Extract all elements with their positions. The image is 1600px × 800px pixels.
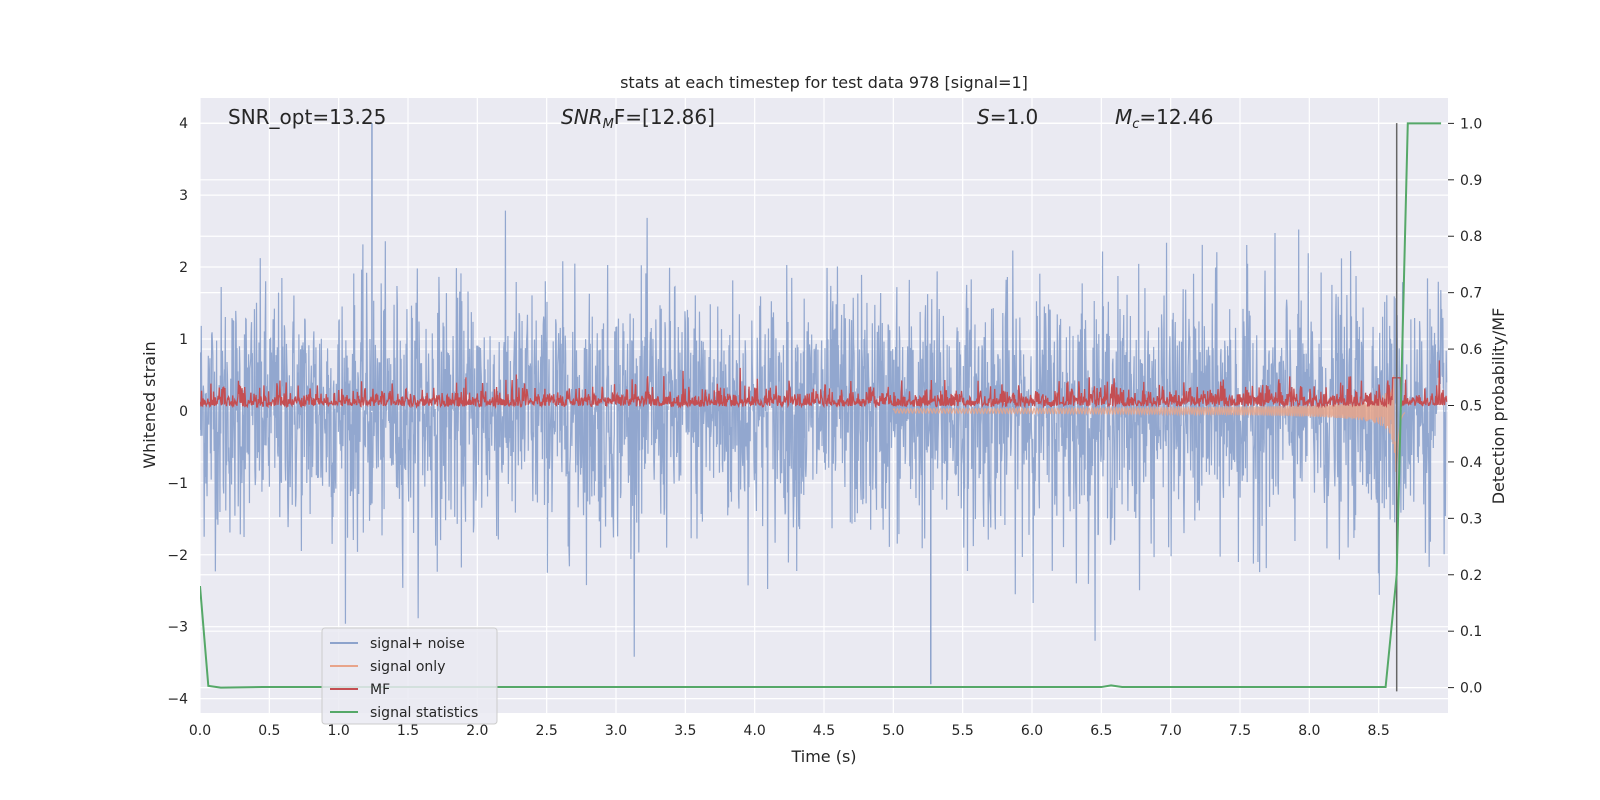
legend: signal+ noise signal only MF signal statist…	[321, 627, 498, 725]
legend-label: signal only	[370, 659, 445, 675]
legend-box	[321, 627, 498, 725]
annotation-snr-opt: SNR_opt=13.25	[228, 105, 386, 129]
x-tick-label: 0.5	[258, 723, 280, 739]
y-right-tick-label: 0.6	[1460, 342, 1482, 358]
annotation-snr-mf-main: SNR	[561, 105, 603, 129]
x-axis-label: Time (s)	[790, 747, 856, 766]
x-tick-label: 1.0	[328, 723, 350, 739]
annotation-snr-mf-tail: F=[12.86]	[614, 105, 715, 129]
y-axis-label: Whitened strain	[140, 341, 159, 468]
y-tick-label: −3	[167, 620, 188, 636]
x-tick-label: 0.0	[189, 723, 211, 739]
series-mf-line	[200, 360, 1448, 410]
y-tick-label: 2	[179, 260, 188, 276]
x-tick-label: 7.5	[1229, 723, 1251, 739]
x-tick-label: 2.0	[466, 723, 488, 739]
x-tick-label: 6.5	[1090, 723, 1112, 739]
annotation-s: S=1.0	[977, 105, 1038, 129]
x-tick-label: 7.0	[1160, 723, 1182, 739]
annotation-mc: Mc=12.46	[1115, 105, 1213, 132]
y-right-axis-label: Detection probability/MF	[1489, 308, 1508, 505]
annotation-s-main: S	[977, 105, 990, 129]
y-right-tick-label: 0.4	[1460, 455, 1482, 471]
x-tick-label: 8.0	[1298, 723, 1320, 739]
legend-label: MF	[370, 682, 390, 698]
annotation-s-tail: =1.0	[990, 105, 1039, 129]
annotation-mc-main: M	[1115, 105, 1132, 129]
x-tick-label: 8.5	[1368, 723, 1390, 739]
y-right-tick-label: 0.9	[1460, 173, 1482, 189]
annotation-mc-tail: =12.46	[1139, 105, 1213, 129]
annotation-mc-sub: c	[1132, 117, 1139, 132]
y-right-tick-label: 0.8	[1460, 229, 1482, 245]
y-right-tick-label: 0.2	[1460, 568, 1482, 584]
annotation-snr-mf: SNRMF=[12.86]	[561, 105, 715, 132]
legend-label: signal statistics	[370, 705, 478, 721]
y-tick-label: 1	[179, 332, 188, 348]
y-tick-label: 3	[179, 188, 188, 204]
x-axis-ticks: 0.0 0.5 1.0 1.5 2.0 2.5 3.0 3.5 4.0 4.5 5.0 5.5 6.0 6…	[189, 723, 1390, 739]
y-axis-ticks: 4 3 2 1 0 −1 −2 −3 −4	[167, 116, 188, 707]
y-tick-label: 4	[179, 116, 188, 132]
y-tick-label: 0	[179, 404, 188, 420]
y-tick-label: −4	[167, 692, 188, 708]
chart-title: stats at each timestep for test data 978…	[620, 73, 1028, 92]
x-tick-label: 1.5	[397, 723, 419, 739]
x-tick-label: 3.5	[674, 723, 696, 739]
x-tick-label: 3.0	[605, 723, 627, 739]
series-signal-statistics-line	[200, 122, 1442, 689]
x-tick-label: 5.5	[952, 723, 974, 739]
legend-label: signal+ noise	[370, 636, 465, 652]
x-tick-label: 6.0	[1021, 723, 1043, 739]
y-tick-label: −2	[167, 548, 188, 564]
y-right-axis-ticks: 1.0 0.9 0.8 0.7 0.6 0.5 0.4 0.3 0.2 0.1 0.0	[1448, 116, 1482, 697]
series-layer	[200, 122, 1448, 692]
y-right-tick-label: 0.1	[1460, 624, 1482, 640]
y-right-tick-label: 0.0	[1460, 681, 1482, 697]
y-right-tick-label: 0.3	[1460, 511, 1482, 527]
y-right-tick-label: 0.5	[1460, 399, 1482, 415]
x-tick-label: 2.5	[536, 723, 558, 739]
x-tick-label: 4.0	[744, 723, 766, 739]
y-tick-label: −1	[167, 476, 188, 492]
annotation-snr-mf-sub: M	[603, 117, 614, 132]
y-right-tick-label: 1.0	[1460, 116, 1482, 132]
y-right-tick-label: 0.7	[1460, 286, 1482, 302]
x-tick-label: 4.5	[813, 723, 835, 739]
x-tick-label: 5.0	[882, 723, 904, 739]
